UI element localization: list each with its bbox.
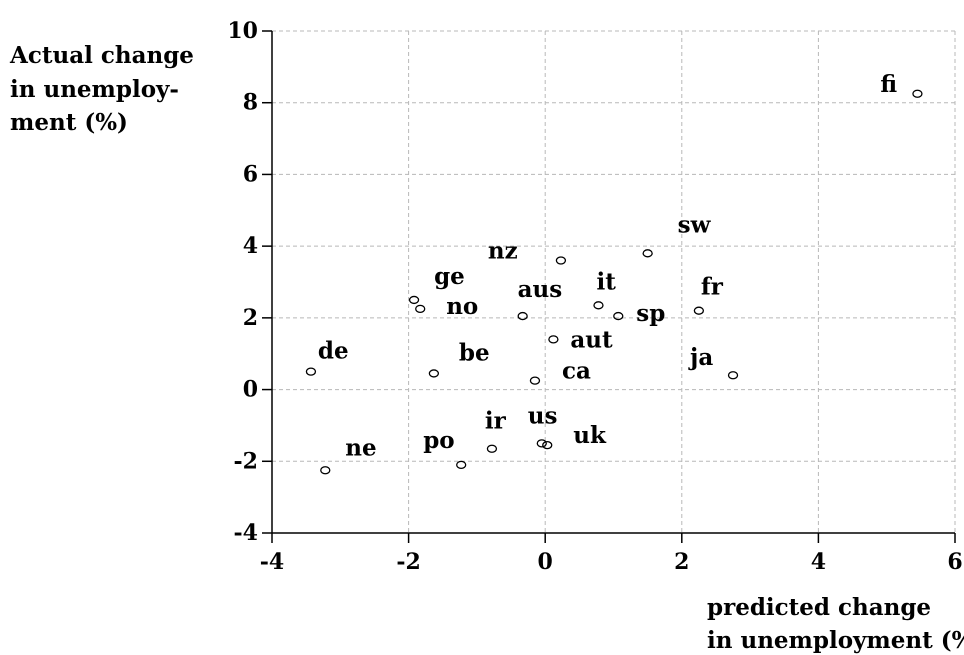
x-tick-label: 2 [674, 549, 689, 575]
data-point-de [305, 367, 317, 376]
point-label-nz: nz [488, 237, 518, 264]
y-axis-title-line-3: ment (%) [10, 109, 128, 136]
y-axis-title-line-1: Actual change [9, 42, 194, 69]
x-axis-title-line-2: in unemployment (%) [707, 627, 964, 654]
point-label-ne: ne [345, 434, 376, 461]
x-axis-title: predicted change in unemployment (%) [707, 594, 964, 654]
y-tick-label: 6 [243, 161, 258, 187]
y-tick-label: 4 [243, 233, 258, 259]
data-point-ca [529, 376, 541, 385]
data-point-no [415, 304, 426, 314]
point-label-de: de [318, 338, 349, 365]
y-tick-label: 2 [243, 305, 258, 331]
axes [271, 31, 955, 534]
y-tick-label: 10 [227, 18, 258, 44]
x-tick-label: -4 [260, 549, 284, 575]
x-axis-title-line-1: predicted change [707, 594, 931, 621]
point-label-fi: fi [880, 71, 897, 98]
ticks: -4 -2 0 2 4 6 8 10 -4 -2 0 2 4 6 [227, 18, 962, 575]
y-tick-label: 8 [243, 90, 258, 116]
data-point-aus [517, 311, 528, 321]
point-label-fr: fr [701, 274, 724, 301]
data-point-it [593, 301, 604, 310]
point-label-uk: uk [573, 422, 607, 449]
point-label-po: po [423, 427, 454, 454]
data-points [305, 89, 923, 475]
grid-lines [272, 30, 956, 533]
x-tick-label: 0 [538, 549, 553, 575]
point-label-aut: aut [570, 326, 613, 353]
data-point-uk [542, 440, 553, 450]
y-tick-label: -4 [234, 520, 258, 546]
point-label-us: us [528, 402, 558, 429]
data-point-us [536, 439, 547, 448]
data-point-be [428, 369, 440, 378]
y-tick-label: -2 [234, 448, 258, 474]
y-axis-title-line-2: in unemploy- [10, 76, 179, 103]
point-label-aus: aus [518, 276, 563, 303]
data-point-nz [555, 256, 567, 265]
point-label-sp: sp [636, 300, 665, 327]
data-point-fi [912, 89, 923, 98]
data-point-aut [548, 335, 559, 344]
point-label-ja: ja [688, 344, 713, 371]
x-tick-label: 6 [947, 549, 962, 575]
data-point-po [456, 460, 467, 470]
point-label-it: it [596, 268, 616, 295]
data-point-sp [613, 311, 624, 321]
data-point-ge [408, 295, 420, 305]
x-tick-label: 4 [811, 549, 826, 575]
point-label-no: no [446, 293, 478, 320]
data-point-ir [486, 444, 498, 453]
data-point-fr [693, 306, 705, 315]
data-point-ne [320, 466, 331, 475]
point-label-sw: sw [678, 211, 712, 238]
point-label-ge: ge [434, 263, 465, 290]
point-label-ir: ir [485, 408, 507, 435]
data-point-sw [642, 249, 653, 258]
point-label-be: be [459, 339, 490, 366]
x-tick-label: -2 [396, 549, 420, 575]
point-label-ca: ca [562, 358, 591, 385]
data-point-ja [727, 371, 739, 380]
y-tick-label: 0 [243, 377, 258, 403]
y-axis-title: Actual change in unemploy- ment (%) [9, 42, 194, 136]
